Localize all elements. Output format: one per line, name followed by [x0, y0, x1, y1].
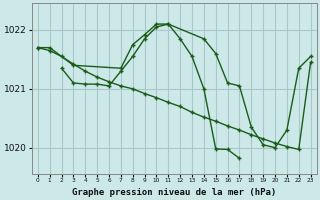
X-axis label: Graphe pression niveau de la mer (hPa): Graphe pression niveau de la mer (hPa): [72, 188, 276, 197]
